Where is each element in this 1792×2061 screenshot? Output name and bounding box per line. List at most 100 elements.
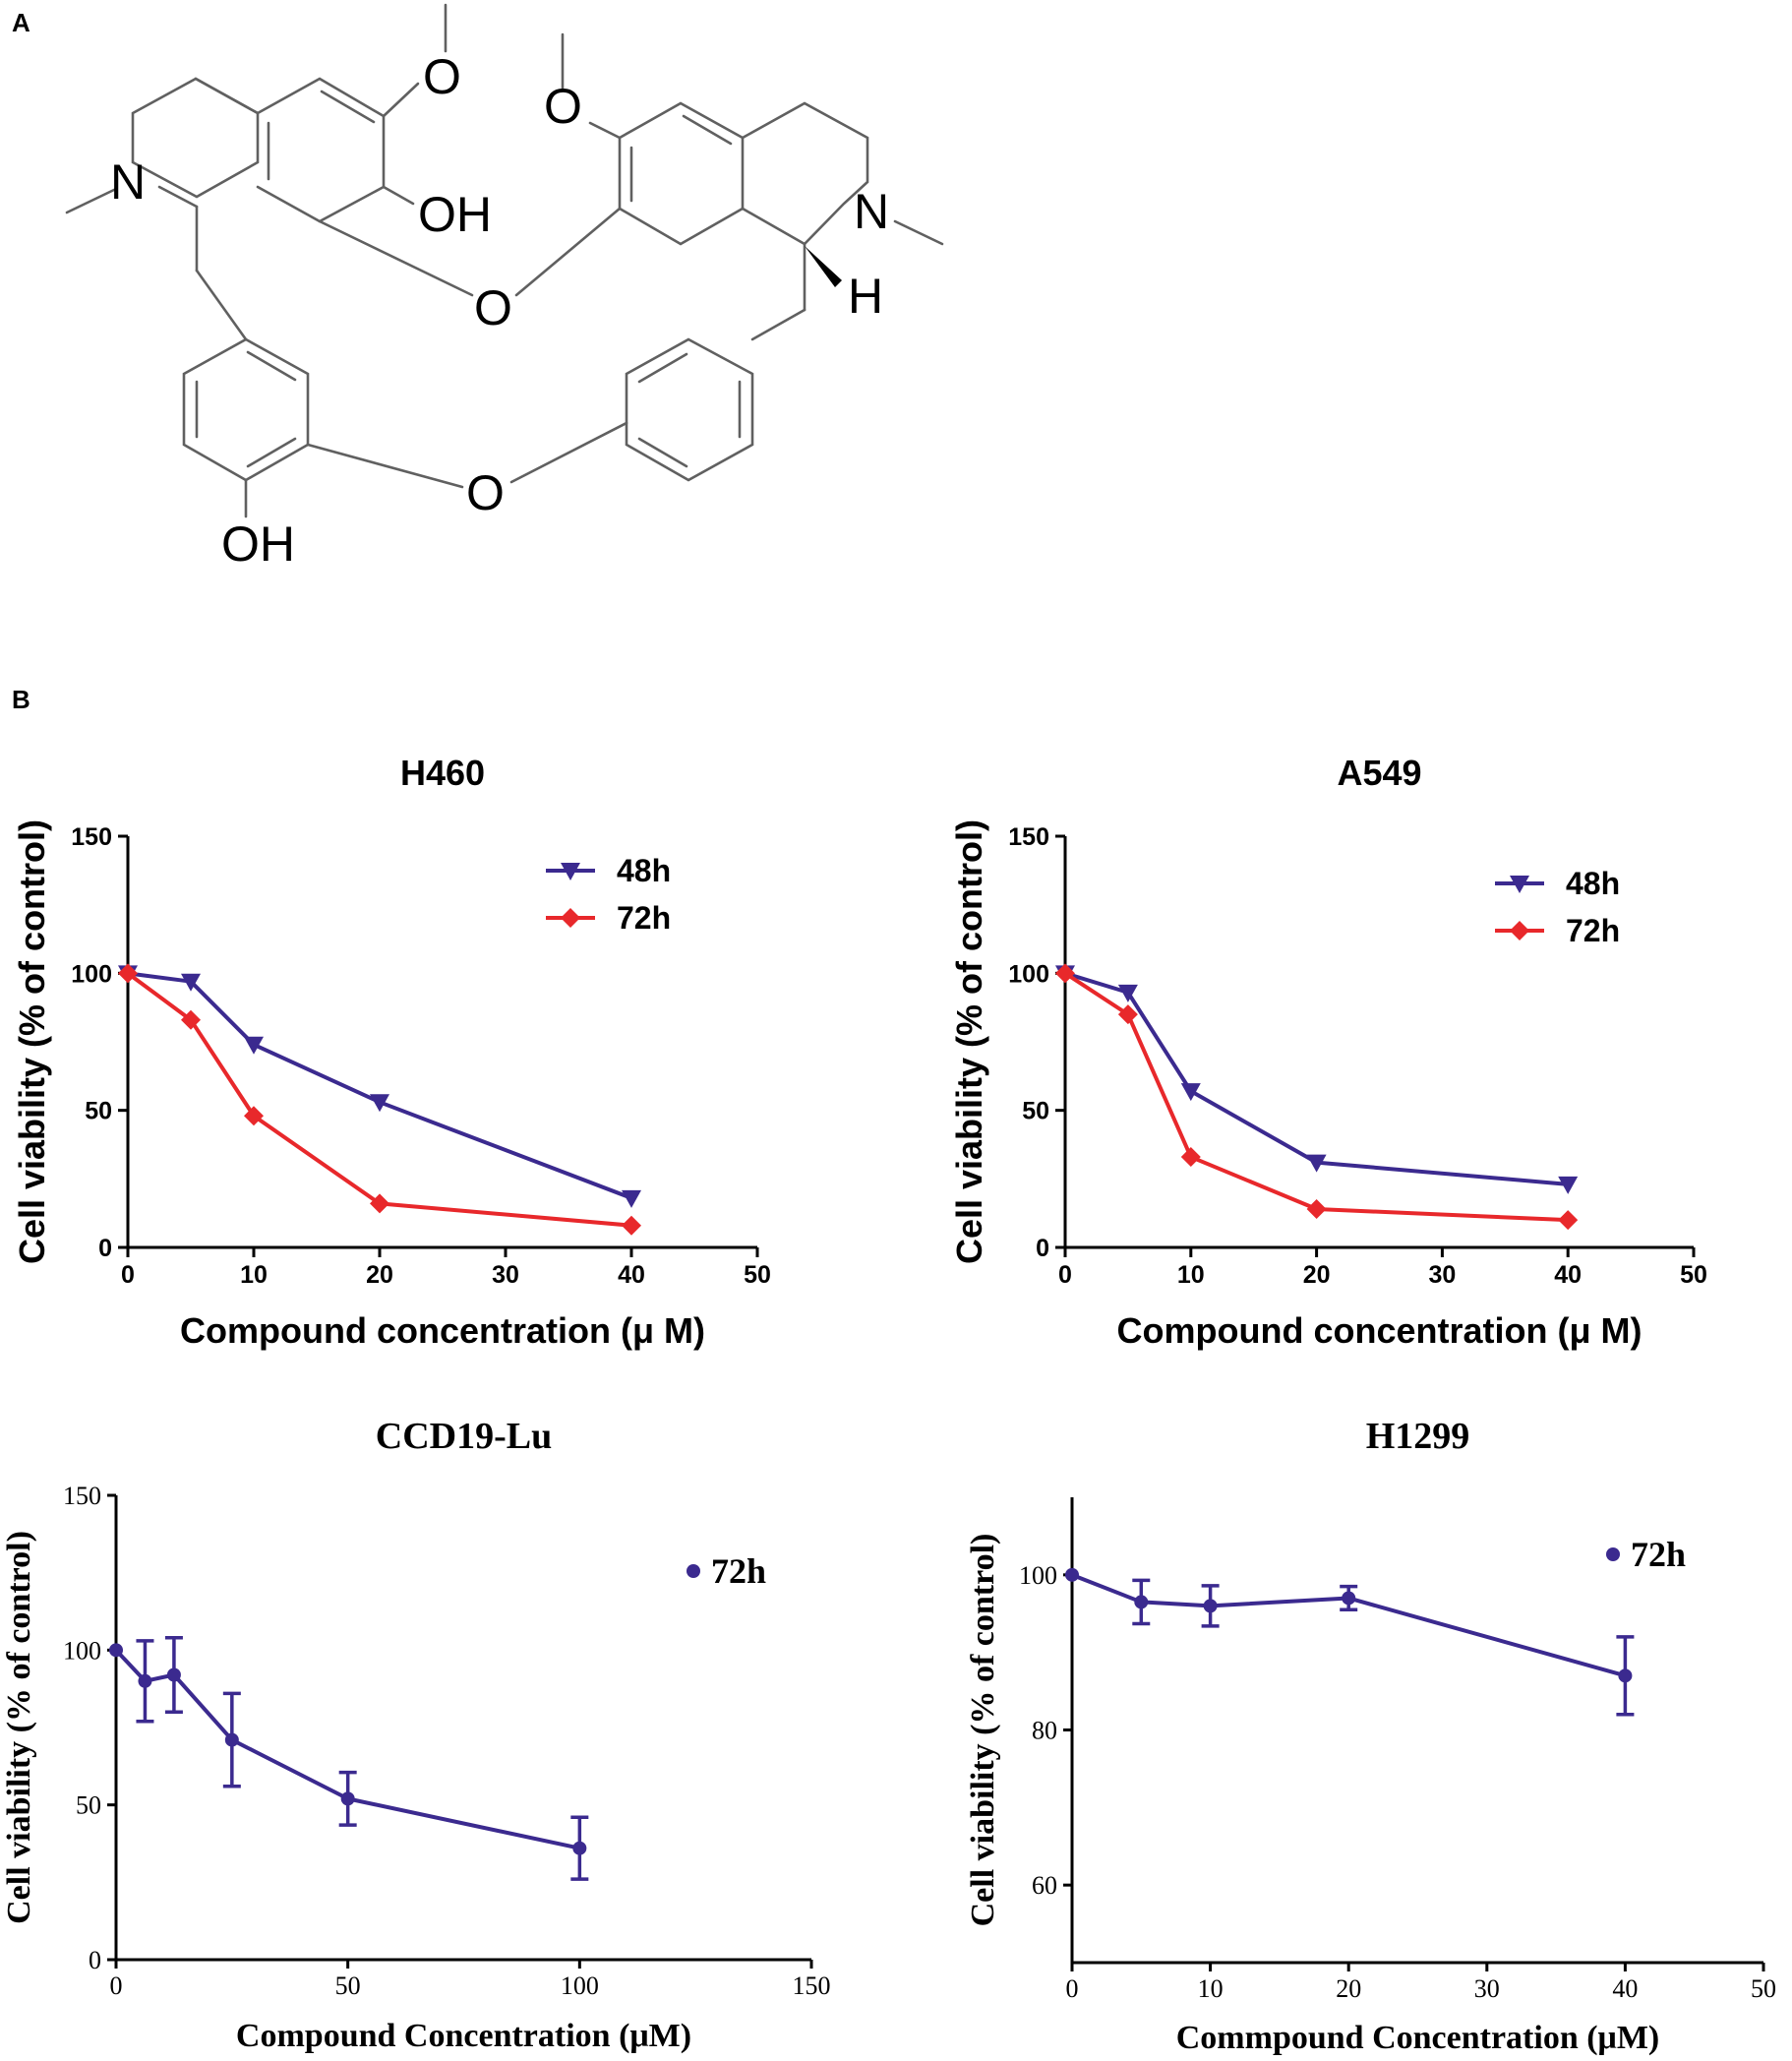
- series-line: [127, 971, 632, 1200]
- series-48h: [118, 965, 641, 1208]
- x-tick-label: 40: [1612, 1974, 1638, 2003]
- data-point: [1117, 984, 1138, 1002]
- x-axis-label: Commpound Concentration (μM): [1176, 2020, 1660, 2056]
- atom-o-methoxy-left: O: [423, 49, 461, 104]
- y-tick-label: 50: [85, 1098, 112, 1125]
- bond-bridge-top-right: [514, 207, 622, 297]
- atom-oh-top: OH: [418, 187, 492, 242]
- legend-entry-72h: 72h: [1606, 1535, 1686, 1574]
- x-tick-label: 50: [335, 1971, 361, 2000]
- data-point: [572, 1841, 587, 1855]
- x-tick-label: 40: [1554, 1261, 1582, 1289]
- y-tick-label: 100: [63, 1636, 101, 1665]
- legend-entry-48h: 48h: [546, 853, 671, 888]
- legend-entry-72h: 72h: [687, 1551, 766, 1591]
- data-point: [224, 1732, 239, 1747]
- y-tick-label: 80: [1032, 1717, 1057, 1745]
- legend-label: 72h: [1566, 913, 1620, 948]
- bond-left-1: [194, 77, 260, 115]
- wedge-bond: [805, 246, 842, 287]
- data-point: [166, 1667, 181, 1682]
- data-point: [370, 1094, 389, 1113]
- atom-oh-bottom: OH: [221, 516, 295, 572]
- x-tick-label: 0: [1058, 1261, 1072, 1289]
- bond-right-aromatic-inner2: [682, 114, 733, 146]
- data-point: [109, 1643, 123, 1658]
- x-tick-label: 50: [1680, 1261, 1707, 1289]
- y-tick-label: 150: [1008, 823, 1049, 851]
- legend-label: 48h: [617, 853, 671, 888]
- ring-lower-left-inner3: [246, 437, 297, 468]
- x-tick-label: 20: [1336, 1974, 1361, 2003]
- chart-h1299: H1299 0 10 20 30 40 50 60 80 100 Commpound Concent…: [965, 1416, 1776, 2056]
- bond-left-aromatic-inner2: [320, 90, 376, 124]
- chart-h460: H460 0 10 20 30 40 50 0 50 100 150 Compound concent…: [12, 753, 771, 1351]
- x-tick-label: 10: [1198, 1974, 1224, 2003]
- data-point: [1558, 1210, 1579, 1231]
- legend-marker: [1510, 921, 1529, 940]
- x-tick-label: 20: [1303, 1261, 1331, 1289]
- x-tick-label: 30: [492, 1261, 519, 1289]
- data-point: [1342, 1591, 1356, 1606]
- data-point: [340, 1791, 355, 1806]
- y-tick-label: 100: [1019, 1561, 1057, 1590]
- y-axis-label: Cell viability (% of control): [949, 819, 989, 1264]
- x-tick-label: 10: [1177, 1261, 1205, 1289]
- x-axis-label: Compound concentration (μ M): [1117, 1310, 1643, 1351]
- data-point: [622, 1215, 641, 1236]
- data-point: [1306, 1154, 1327, 1173]
- legend-entry-72h: 72h: [546, 900, 671, 936]
- y-tick-label: 150: [71, 823, 112, 851]
- chart-a549: A549 0 10 20 30 40 50 0 50 100 150 Compound concent…: [949, 753, 1707, 1351]
- chart-ccd19-lu: CCD19-Lu 0 50 100 150 0 50 100 150 Compound Conce…: [1, 1416, 831, 2054]
- data-point: [244, 1036, 264, 1055]
- data-point: [1558, 1176, 1579, 1194]
- series-line: [114, 1648, 580, 1850]
- chemical-structure: N N OH OH O O O O H: [65, 3, 944, 572]
- x-tick-label: 0: [1066, 1974, 1079, 2003]
- x-axis-label: Compound concentration (μ M): [180, 1310, 705, 1351]
- data-point: [622, 1189, 641, 1208]
- chart-title: H460: [400, 753, 485, 793]
- legend-entry-72h: 72h: [1495, 913, 1620, 948]
- ring-lower-right-inner1: [637, 352, 688, 384]
- x-tick-label: 0: [110, 1971, 123, 2000]
- ring-lower-right-inner3: [637, 437, 688, 468]
- x-tick-label: 30: [1428, 1261, 1456, 1289]
- x-tick-label: 50: [744, 1261, 771, 1289]
- x-tick-label: 0: [121, 1261, 135, 1289]
- panel-label-a: A: [12, 8, 30, 37]
- chart-title: H1299: [1366, 1416, 1470, 1457]
- data-point: [118, 963, 138, 984]
- bond-bridge-bottom-left: [306, 443, 464, 489]
- bond-methoxy-right: [588, 121, 622, 140]
- data-point: [244, 1106, 264, 1126]
- data-point: [370, 1193, 389, 1214]
- y-tick-label: 0: [89, 1946, 101, 1974]
- legend-marker: [1510, 876, 1529, 893]
- legend-marker: [1606, 1547, 1620, 1561]
- ring-lower-left: [182, 337, 310, 482]
- data-point: [1055, 963, 1075, 984]
- bond-bridge-bottom-right: [509, 421, 628, 484]
- bond-methoxy-left: [382, 82, 420, 118]
- data-point: [1117, 1004, 1138, 1025]
- ring-lower-right: [625, 337, 754, 482]
- y-tick-label: 150: [63, 1482, 101, 1510]
- bond-bridge-top-left: [318, 219, 474, 297]
- bond-left-n-methyl: [65, 187, 118, 214]
- ring-lower-left-inner2: [246, 350, 297, 382]
- data-point: [181, 1009, 201, 1030]
- y-tick-label: 100: [1008, 960, 1049, 988]
- legend-label: 72h: [617, 900, 671, 936]
- x-axis-label: Compound Concentration (μM): [236, 2018, 691, 2054]
- y-axis-label: Cell viability (% of control): [965, 1534, 1001, 1927]
- legend-entry-48h: 48h: [1495, 866, 1620, 901]
- series-line: [1064, 971, 1569, 1186]
- chart-title: CCD19-Lu: [376, 1416, 552, 1457]
- atom-o-methoxy-right: O: [544, 79, 582, 134]
- bond-oh-top: [382, 185, 415, 206]
- data-point: [1180, 1147, 1201, 1168]
- atom-h-stereo: H: [848, 269, 883, 324]
